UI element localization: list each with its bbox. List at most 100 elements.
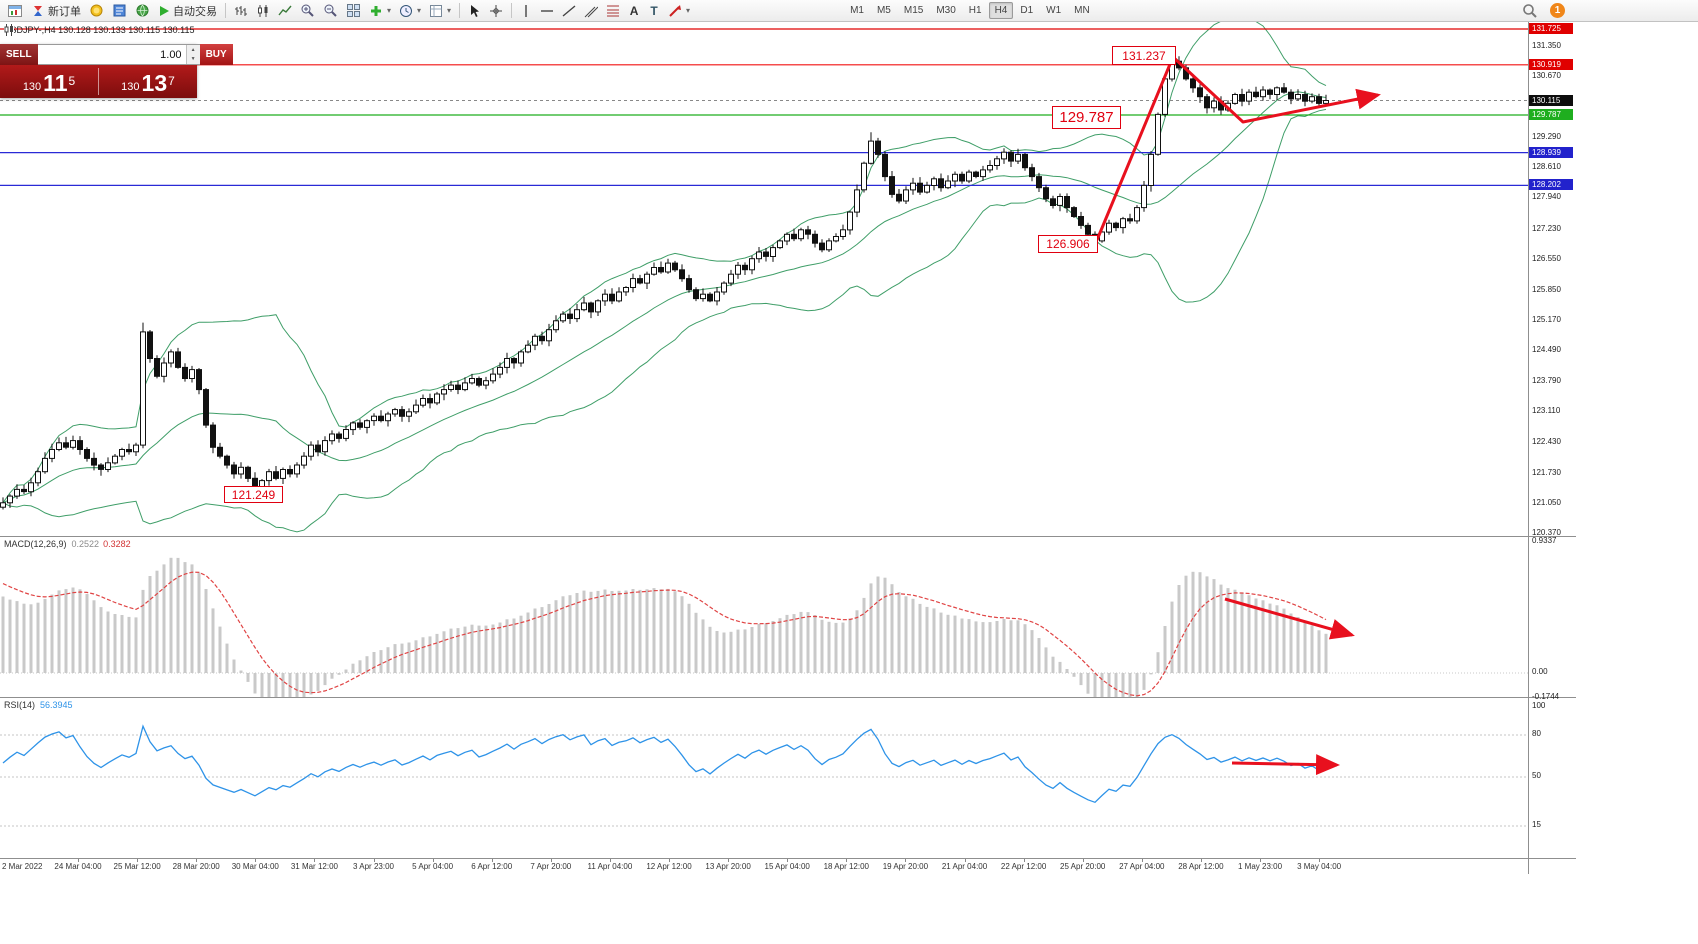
- time-axis-tick: [1023, 859, 1025, 862]
- timeframe-button-m30[interactable]: M30: [930, 2, 961, 19]
- volume-input[interactable]: [37, 45, 186, 64]
- time-axis-tick: [196, 859, 198, 862]
- new-order-button[interactable]: 新订单: [27, 1, 85, 20]
- search-button[interactable]: [1518, 1, 1542, 20]
- time-axis-tick: [1319, 859, 1321, 862]
- text-icon: A: [629, 3, 639, 18]
- time-axis-label: 31 Mar 12:00: [290, 862, 338, 871]
- price-axis-tick: 124.490: [1532, 345, 1561, 355]
- cursor-icon: [471, 4, 480, 17]
- buy-button[interactable]: BUY: [199, 44, 233, 65]
- time-axis-tick: [1082, 859, 1084, 862]
- rsi-panel-canvas[interactable]: [0, 697, 1528, 859]
- price-axis-tick: 121.730: [1532, 467, 1561, 477]
- indicators-button[interactable]: ▾: [365, 1, 395, 20]
- price-axis-tick: 123.110: [1532, 406, 1561, 416]
- trendline-button[interactable]: [558, 1, 580, 20]
- symbol-candle-icon: [4, 24, 14, 36]
- price-annotation[interactable]: 121.249: [224, 486, 283, 503]
- toolbar-separator: [459, 3, 461, 18]
- bar-chart-icon: [235, 5, 247, 16]
- macd-main-value: 0.2522: [71, 539, 100, 549]
- time-axis-tick: [550, 859, 552, 862]
- volume-down-button[interactable]: ▼: [186, 54, 200, 64]
- channel-button[interactable]: [580, 1, 602, 20]
- sell-button[interactable]: SELL: [0, 44, 38, 65]
- toolbar-separator: [511, 3, 513, 18]
- price-divider: [98, 68, 99, 95]
- time-axis-tick: [1260, 859, 1261, 862]
- rsi-label: RSI(14) 56.3945: [4, 700, 73, 710]
- time-axis-tick: [314, 859, 316, 862]
- macd-panel-canvas[interactable]: [0, 536, 1528, 697]
- sell-price-big: 11: [43, 70, 68, 96]
- horizontal-line-icon: [541, 9, 554, 12]
- tile-windows-button[interactable]: [342, 1, 365, 20]
- notification-badge[interactable]: 1: [1550, 3, 1565, 18]
- time-axis-tick: [78, 859, 79, 862]
- time-axis-label: 11 Apr 04:00: [587, 862, 633, 871]
- timeframe-button-d1[interactable]: D1: [1014, 2, 1039, 19]
- algo-trading-button[interactable]: 自动交易: [154, 1, 221, 20]
- cursor-button[interactable]: [464, 1, 485, 20]
- time-axis-label: 15 Apr 04:00: [764, 862, 810, 871]
- timeframe-button-m1[interactable]: M1: [844, 2, 870, 19]
- macd-label: MACD(12,26,9) 0.2522 0.3282: [4, 539, 131, 549]
- zoom-in-button[interactable]: [296, 1, 319, 20]
- buy-price[interactable]: 130 13 7: [99, 65, 197, 98]
- price-axis-tick: 125.850: [1532, 284, 1561, 294]
- price-annotation[interactable]: 129.787: [1052, 106, 1121, 129]
- timeframe-button-mn[interactable]: MN: [1068, 2, 1096, 19]
- new-chart-button[interactable]: [3, 1, 27, 20]
- crosshair-icon: [490, 4, 503, 17]
- deposit-button[interactable]: [85, 1, 108, 20]
- volume-up-button[interactable]: ▲: [186, 45, 200, 55]
- objects-button[interactable]: ▾: [425, 1, 455, 20]
- zoom-out-button[interactable]: [319, 1, 342, 20]
- time-axis-tick: [491, 859, 493, 862]
- timeframe-button-h4[interactable]: H4: [988, 2, 1014, 19]
- rsi-axis-tick: 100: [1532, 701, 1546, 710]
- rsi-value: 56.3945: [40, 700, 73, 710]
- time-axis[interactable]: 2 Mar 2022 24 Mar 04:00 25 Mar 12:00 28 Mar…: [0, 858, 1528, 875]
- time-axis-label: 5 Apr 04:00: [412, 862, 454, 871]
- candlestick-chart-button[interactable]: [252, 1, 274, 20]
- text-button[interactable]: A: [624, 1, 644, 20]
- time-axis-tick: [373, 859, 375, 862]
- timeframe-group: M1 M5 M15 M30 H1 H4 D1 W1 MN: [844, 2, 1096, 19]
- fibonacci-button[interactable]: [602, 1, 624, 20]
- vertical-line-button[interactable]: [516, 1, 536, 20]
- price-axis-highlight: 128.202: [1529, 179, 1573, 191]
- price-axis[interactable]: 131.350 130.670 129.290 128.610 127.940 127.2…: [1528, 22, 1576, 874]
- community-button[interactable]: [131, 1, 154, 20]
- rsi-axis-tick: 50: [1532, 771, 1541, 780]
- price-axis-tick: 127.940: [1532, 192, 1561, 201]
- time-axis-label: 28 Apr 12:00: [1178, 862, 1224, 871]
- symbol-info: USDJPY-,H4 130.128 130.133 130.115 130.1…: [4, 24, 194, 36]
- price-annotation[interactable]: 131.237: [1112, 46, 1176, 65]
- gold-coin-icon: [90, 4, 103, 17]
- time-axis-tick: [787, 859, 789, 862]
- sell-price[interactable]: 130 11 5: [0, 65, 98, 98]
- line-chart-button[interactable]: [274, 1, 296, 20]
- price-annotation[interactable]: 126.906: [1038, 235, 1098, 253]
- time-axis-label: 30 Mar 04:00: [231, 862, 279, 871]
- timeframe-button-w1[interactable]: W1: [1040, 2, 1067, 19]
- cycles-button[interactable]: ▾: [395, 1, 425, 20]
- time-axis-label: 27 Apr 04:00: [1119, 862, 1165, 871]
- timeframe-button-h1[interactable]: H1: [963, 2, 988, 19]
- time-axis-label: 25 Apr 20:00: [1060, 862, 1106, 871]
- time-axis-label: 1 May 23:00: [1237, 862, 1283, 871]
- main-chart-canvas[interactable]: [0, 22, 1528, 536]
- label-button[interactable]: T: [644, 1, 664, 20]
- crosshair-button[interactable]: [485, 1, 507, 20]
- timeframe-button-m5[interactable]: M5: [871, 2, 897, 19]
- horizontal-line-button[interactable]: [536, 1, 558, 20]
- trendline-icon: [562, 4, 576, 17]
- time-axis-tick: [1200, 859, 1202, 862]
- bar-chart-button[interactable]: [230, 1, 252, 20]
- shapes-button[interactable]: ▾: [664, 1, 694, 20]
- reports-button[interactable]: [108, 1, 131, 20]
- timeframe-button-m15[interactable]: M15: [898, 2, 929, 19]
